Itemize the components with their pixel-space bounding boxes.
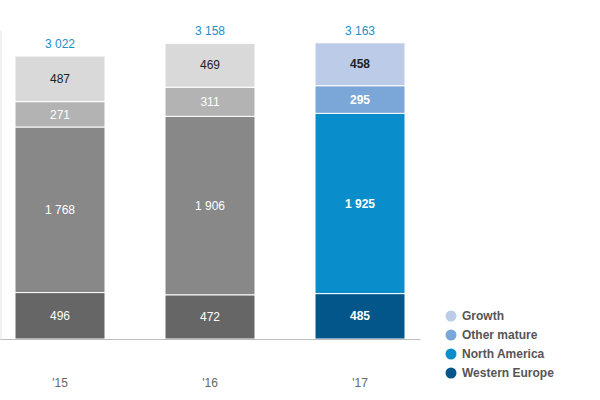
bar-segment xyxy=(15,293,105,339)
legend-label: Other mature xyxy=(462,328,538,342)
data-label: 295 xyxy=(350,93,370,107)
bars xyxy=(15,43,405,339)
data-label: 1 768 xyxy=(45,203,75,217)
x-axis-line xyxy=(1,339,421,340)
x-tick: '17 xyxy=(352,339,368,390)
x-tick: '15 xyxy=(52,339,68,390)
y-axis-line xyxy=(1,31,2,340)
legend-label: North America xyxy=(462,347,545,361)
x-tick-label: '16 xyxy=(202,376,218,390)
x-tick-label: '15 xyxy=(52,376,68,390)
data-label: 469 xyxy=(200,58,220,72)
data-label: 1 906 xyxy=(195,199,225,213)
legend-swatch xyxy=(446,349,457,360)
x-tick-label: '17 xyxy=(352,376,368,390)
bar-segment xyxy=(165,295,255,339)
legend-swatch xyxy=(446,311,457,322)
data-label: 458 xyxy=(350,57,370,71)
bar-segment xyxy=(315,113,405,293)
total-label: 3 163 xyxy=(345,24,375,38)
totals: 3 022 3 158 3 163 xyxy=(45,24,375,51)
data-label: 1 925 xyxy=(345,197,375,211)
data-label: 472 xyxy=(200,310,220,324)
bar-segment xyxy=(165,116,255,294)
bar-segment xyxy=(315,43,405,86)
legend-item: Other mature xyxy=(446,328,538,342)
legend-item: North America xyxy=(446,347,545,361)
chart: 496 472 485 1 768 1 906 1 925 271 311 295 487 469 4… xyxy=(0,0,600,400)
data-label: 487 xyxy=(50,72,70,86)
x-tick: '16 xyxy=(202,339,218,390)
data-label: 496 xyxy=(50,309,70,323)
data-labels: 496 472 485 1 768 1 906 1 925 271 311 295 487 469 4… xyxy=(45,57,375,324)
bar-segment xyxy=(315,86,405,114)
bar-segment xyxy=(15,102,105,127)
legend-label: Western Europe xyxy=(462,366,554,380)
bar-segment xyxy=(165,43,255,87)
total-label: 3 022 xyxy=(45,37,75,51)
data-label: 485 xyxy=(350,309,370,323)
legend: Growth Other mature North America Western E… xyxy=(446,309,555,380)
x-axis: '15 '16 '17 xyxy=(1,339,421,390)
y-axis xyxy=(1,31,2,340)
legend-swatch xyxy=(446,368,457,379)
total-label: 3 158 xyxy=(195,24,225,38)
data-label: 311 xyxy=(200,95,219,109)
legend-swatch xyxy=(446,330,457,341)
bar-segment xyxy=(15,127,105,293)
legend-item: Growth xyxy=(446,309,505,323)
bar-segment xyxy=(315,294,405,339)
data-label: 271 xyxy=(50,108,70,122)
bar-segment xyxy=(165,87,255,116)
bar-segment xyxy=(15,56,105,102)
legend-label: Growth xyxy=(462,309,504,323)
legend-item: Western Europe xyxy=(446,366,555,380)
